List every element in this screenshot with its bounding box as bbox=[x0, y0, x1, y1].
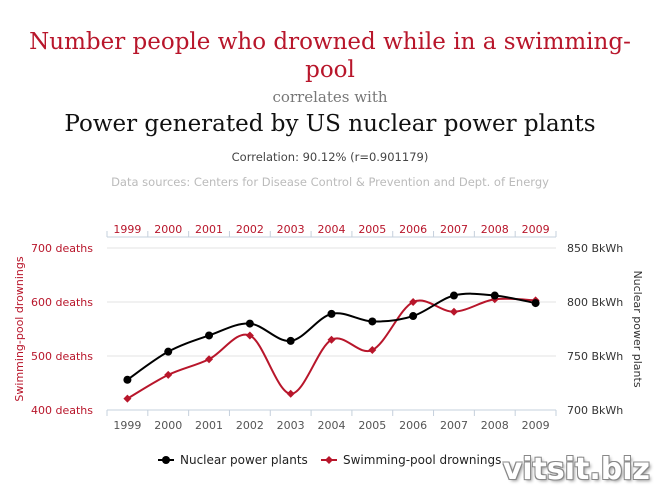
nuclear-data-point bbox=[409, 312, 418, 321]
right-axis-title: Nuclear power plants bbox=[631, 270, 644, 387]
drownings-data-point bbox=[409, 298, 418, 306]
chart-title-variable-2: Power generated by US nuclear power plan… bbox=[64, 111, 596, 137]
top-x-tick-label: 2000 bbox=[154, 223, 182, 236]
right-y-tick-label: 700 BkWh bbox=[567, 404, 623, 417]
correlates-with-label: correlates with bbox=[272, 88, 388, 106]
bottom-x-tick-label: 2003 bbox=[277, 419, 305, 432]
legend-item-nuclear-label: Nuclear power plants bbox=[180, 453, 308, 467]
nuclear-data-point bbox=[123, 375, 132, 384]
right-y-tick-label: 850 BkWh bbox=[567, 242, 623, 255]
nuclear-data-point bbox=[164, 347, 173, 356]
drownings-data-point bbox=[286, 389, 295, 398]
bottom-x-tick-label: 2009 bbox=[522, 419, 550, 432]
bottom-x-tick-label: 2008 bbox=[481, 419, 509, 432]
top-x-tick-label: 2002 bbox=[236, 223, 264, 236]
bottom-x-tick-label: 2000 bbox=[154, 419, 182, 432]
nuclear-data-point bbox=[368, 317, 377, 326]
nuclear-data-point bbox=[286, 336, 295, 345]
top-x-tick-label: 2004 bbox=[318, 223, 346, 236]
top-x-tick-label: 2008 bbox=[481, 223, 509, 236]
drownings-data-point bbox=[245, 331, 254, 340]
drownings-data-point bbox=[449, 307, 458, 316]
drownings-data-point bbox=[327, 335, 336, 344]
left-y-tick-label: 600 deaths bbox=[31, 296, 93, 309]
right-y-tick-label: 750 BkWh bbox=[567, 350, 623, 363]
legend-item-nuclear-marker bbox=[162, 456, 170, 464]
legend-item-drownings-marker bbox=[325, 456, 333, 464]
left-y-tick-label: 500 deaths bbox=[31, 350, 93, 363]
bottom-x-tick-label: 2007 bbox=[440, 419, 468, 432]
nuclear-data-point bbox=[531, 299, 540, 308]
legend: Nuclear power plants Swimming-pool drowni… bbox=[158, 453, 501, 467]
grid bbox=[107, 247, 556, 411]
left-y-tick-label: 400 deaths bbox=[31, 404, 93, 417]
bottom-x-tick-label: 2002 bbox=[236, 419, 264, 432]
bottom-x-tick-label: 2005 bbox=[358, 419, 386, 432]
drownings-data-point bbox=[205, 355, 214, 364]
nuclear-data-point bbox=[245, 319, 254, 328]
bottom-x-tick-label: 2006 bbox=[399, 419, 427, 432]
top-x-tick-label: 2003 bbox=[277, 223, 305, 236]
drownings-data-point bbox=[368, 346, 377, 355]
chart-title-variable-1: Number people who drowned while in a swi… bbox=[29, 29, 631, 83]
left-axis-title: Swimming-pool drownings bbox=[13, 256, 26, 401]
top-x-tick-label: 2005 bbox=[358, 223, 386, 236]
axes: 1999 1999 2000 2000 2001 2001 2002 2002 2003 2003… bbox=[13, 223, 644, 432]
nuclear-data-point bbox=[490, 291, 499, 300]
correlation-text: Correlation: 90.12% (r=0.901179) bbox=[231, 150, 429, 164]
bottom-x-tick-label: 2001 bbox=[195, 419, 223, 432]
top-x-tick-label: 1999 bbox=[113, 223, 141, 236]
watermark: vitsit.biz bbox=[502, 452, 650, 487]
nuclear-data-point bbox=[449, 291, 458, 300]
top-x-tick-label: 2007 bbox=[440, 223, 468, 236]
bottom-x-tick-label: 2004 bbox=[318, 419, 346, 432]
top-x-tick-label: 2006 bbox=[399, 223, 427, 236]
series-layer bbox=[123, 291, 540, 403]
top-x-tick-label: 2001 bbox=[195, 223, 223, 236]
legend-item-drownings-label: Swimming-pool drownings bbox=[343, 453, 501, 467]
top-x-tick-label: 2009 bbox=[522, 223, 550, 236]
nuclear-data-point bbox=[205, 331, 214, 340]
bottom-x-tick-label: 1999 bbox=[113, 419, 141, 432]
right-y-tick-label: 800 BkWh bbox=[567, 296, 623, 309]
drownings-data-point bbox=[123, 394, 132, 403]
drownings-data-point bbox=[164, 370, 173, 379]
data-sources-text: Data sources: Centers for Disease Contro… bbox=[111, 175, 549, 189]
nuclear-data-point bbox=[327, 309, 336, 318]
left-y-tick-label: 700 deaths bbox=[31, 242, 93, 255]
